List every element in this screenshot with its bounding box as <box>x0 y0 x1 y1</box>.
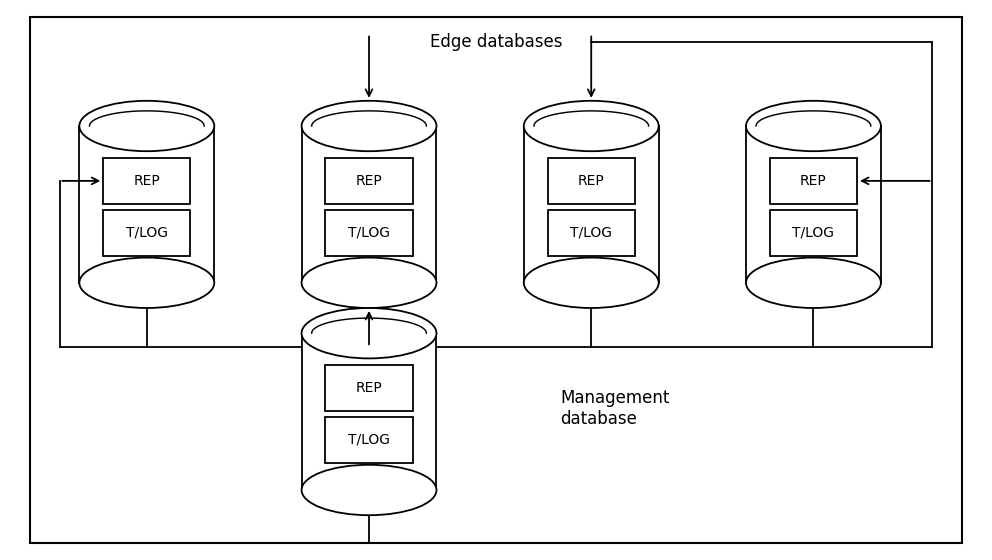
Bar <box>325 209 413 255</box>
Ellipse shape <box>524 101 659 151</box>
Text: Management
database: Management database <box>560 389 670 428</box>
Bar <box>548 158 635 204</box>
Bar <box>770 209 857 255</box>
Ellipse shape <box>302 308 436 358</box>
Bar <box>302 126 436 283</box>
Ellipse shape <box>746 101 881 151</box>
Bar <box>103 209 190 255</box>
Text: REP: REP <box>356 174 382 188</box>
Bar <box>325 158 413 204</box>
Bar <box>548 209 635 255</box>
Ellipse shape <box>302 258 436 308</box>
Text: REP: REP <box>134 174 160 188</box>
Ellipse shape <box>746 258 881 308</box>
Text: T/LOG: T/LOG <box>348 433 390 447</box>
Text: T/LOG: T/LOG <box>793 226 834 240</box>
Bar <box>79 126 214 283</box>
Ellipse shape <box>79 101 214 151</box>
Bar <box>103 158 190 204</box>
Text: T/LOG: T/LOG <box>348 226 390 240</box>
Text: REP: REP <box>801 174 826 188</box>
Ellipse shape <box>524 258 659 308</box>
Bar <box>325 417 413 463</box>
Text: Edge databases: Edge databases <box>430 33 562 51</box>
Text: T/LOG: T/LOG <box>570 226 612 240</box>
Ellipse shape <box>302 465 436 515</box>
Bar <box>325 365 413 411</box>
Ellipse shape <box>302 101 436 151</box>
Bar <box>302 333 436 490</box>
Bar <box>524 126 659 283</box>
Text: REP: REP <box>578 174 604 188</box>
Ellipse shape <box>79 258 214 308</box>
Bar <box>770 158 857 204</box>
Text: REP: REP <box>356 381 382 395</box>
Text: T/LOG: T/LOG <box>126 226 168 240</box>
Bar <box>746 126 881 283</box>
